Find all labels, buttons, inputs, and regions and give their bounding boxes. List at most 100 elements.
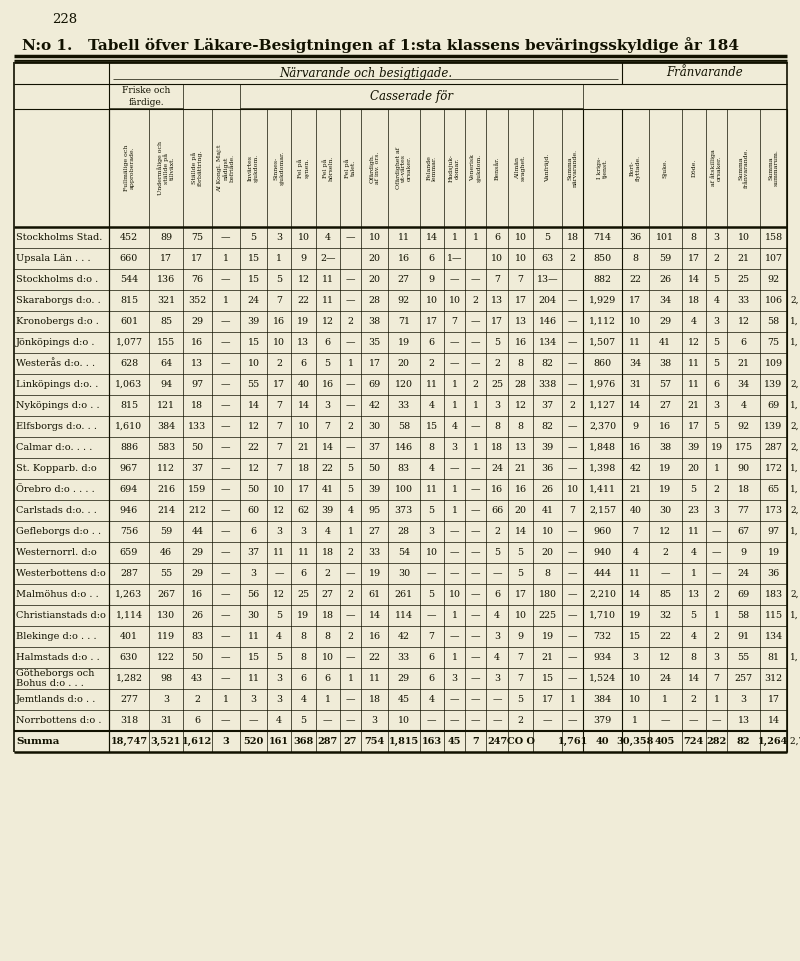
Text: 42: 42	[369, 401, 381, 410]
Text: 8: 8	[545, 569, 550, 578]
Text: 161: 161	[270, 737, 290, 746]
Text: 8: 8	[632, 254, 638, 263]
Text: 5: 5	[714, 422, 719, 431]
Text: —: —	[471, 695, 481, 704]
Text: 4: 4	[714, 296, 719, 305]
Text: 17: 17	[514, 590, 526, 599]
Text: 60: 60	[247, 506, 260, 515]
Text: 815: 815	[120, 296, 138, 305]
Text: —: —	[346, 716, 355, 725]
Text: 5: 5	[714, 359, 719, 368]
Text: 5: 5	[714, 275, 719, 284]
Text: 405: 405	[655, 737, 675, 746]
Text: 31: 31	[630, 380, 642, 389]
Text: 5: 5	[276, 275, 282, 284]
Text: 15: 15	[247, 653, 260, 662]
Text: 45: 45	[398, 695, 410, 704]
Text: Bort-
flyttade.: Bort- flyttade.	[630, 155, 641, 181]
Text: 1,: 1,	[790, 527, 798, 536]
Text: 379: 379	[594, 716, 612, 725]
Text: Jemtlands d:o . .: Jemtlands d:o . .	[16, 695, 96, 704]
Text: 2: 2	[429, 359, 434, 368]
Text: Elfsborgs d:o. . .: Elfsborgs d:o. . .	[16, 422, 97, 431]
Text: 1: 1	[473, 401, 478, 410]
Text: 225: 225	[538, 611, 557, 620]
Text: 401: 401	[120, 632, 138, 641]
Text: 1,112: 1,112	[589, 317, 616, 326]
Text: 2: 2	[347, 548, 354, 557]
Text: 40: 40	[298, 380, 310, 389]
Text: 4: 4	[690, 317, 697, 326]
Text: 33: 33	[369, 548, 381, 557]
Text: 312: 312	[765, 674, 782, 683]
Text: 15: 15	[542, 674, 554, 683]
Text: 287: 287	[120, 569, 138, 578]
Text: 10: 10	[426, 548, 438, 557]
Text: 50: 50	[191, 443, 203, 452]
Text: 41: 41	[542, 506, 554, 515]
Text: 3: 3	[371, 716, 378, 725]
Text: 10: 10	[449, 296, 461, 305]
Text: 133: 133	[188, 422, 206, 431]
Text: Allmän
svaghet.: Allmän svaghet.	[515, 155, 526, 182]
Text: —: —	[221, 485, 230, 494]
Text: 19: 19	[298, 611, 310, 620]
Text: 5: 5	[347, 464, 354, 473]
Text: 15: 15	[247, 254, 260, 263]
Text: 134: 134	[765, 632, 782, 641]
Text: 4: 4	[429, 695, 434, 704]
Text: 5: 5	[300, 716, 306, 725]
Text: 27: 27	[322, 590, 334, 599]
Text: 50: 50	[191, 653, 203, 662]
Text: Friske och
färdige.: Friske och färdige.	[122, 86, 170, 107]
Text: 32: 32	[659, 611, 671, 620]
Text: Christianstads d:o: Christianstads d:o	[16, 611, 106, 620]
Text: 27: 27	[344, 737, 357, 746]
Text: 960: 960	[594, 527, 612, 536]
Text: 754: 754	[365, 737, 385, 746]
Text: 212: 212	[188, 506, 206, 515]
Text: 5: 5	[347, 485, 354, 494]
Text: 71: 71	[398, 317, 410, 326]
Text: Vanfräjd.: Vanfräjd.	[546, 154, 550, 183]
Text: —: —	[221, 233, 230, 242]
Text: 4: 4	[741, 401, 746, 410]
Text: 38: 38	[369, 317, 381, 326]
Text: 1,077: 1,077	[115, 338, 142, 347]
Text: 14: 14	[630, 401, 642, 410]
Text: Sjuke.: Sjuke.	[662, 159, 668, 178]
Text: 42: 42	[398, 632, 410, 641]
Text: 16: 16	[369, 632, 381, 641]
Text: 12: 12	[514, 401, 526, 410]
Text: Westerbottens d:o: Westerbottens d:o	[16, 569, 106, 578]
Text: 6: 6	[300, 569, 306, 578]
Text: 2: 2	[518, 716, 524, 725]
Text: Skaraborgs d:o. .: Skaraborgs d:o. .	[16, 296, 101, 305]
Text: 25: 25	[298, 590, 310, 599]
Text: 34: 34	[630, 359, 642, 368]
Text: 18: 18	[322, 611, 334, 620]
Text: 1,612: 1,612	[182, 737, 213, 746]
Text: 6: 6	[325, 674, 330, 683]
Text: 7: 7	[429, 632, 434, 641]
Text: 2: 2	[662, 548, 668, 557]
Text: 180: 180	[538, 590, 557, 599]
Text: 338: 338	[538, 380, 557, 389]
Text: 1,524: 1,524	[589, 674, 616, 683]
Text: 18: 18	[322, 548, 334, 557]
Text: 1,264: 1,264	[758, 737, 789, 746]
Text: 67: 67	[738, 527, 750, 536]
Text: 121: 121	[157, 401, 175, 410]
Text: —: —	[221, 275, 230, 284]
Text: 3: 3	[163, 695, 169, 704]
Text: 20: 20	[542, 548, 554, 557]
Text: 2: 2	[276, 359, 282, 368]
Text: —: —	[221, 506, 230, 515]
Text: —: —	[471, 275, 481, 284]
Text: 1,127: 1,127	[589, 401, 616, 410]
Text: 3: 3	[451, 674, 458, 683]
Text: 1,: 1,	[790, 485, 798, 494]
Text: —: —	[274, 569, 284, 578]
Text: 57: 57	[659, 380, 671, 389]
Text: —: —	[568, 653, 578, 662]
